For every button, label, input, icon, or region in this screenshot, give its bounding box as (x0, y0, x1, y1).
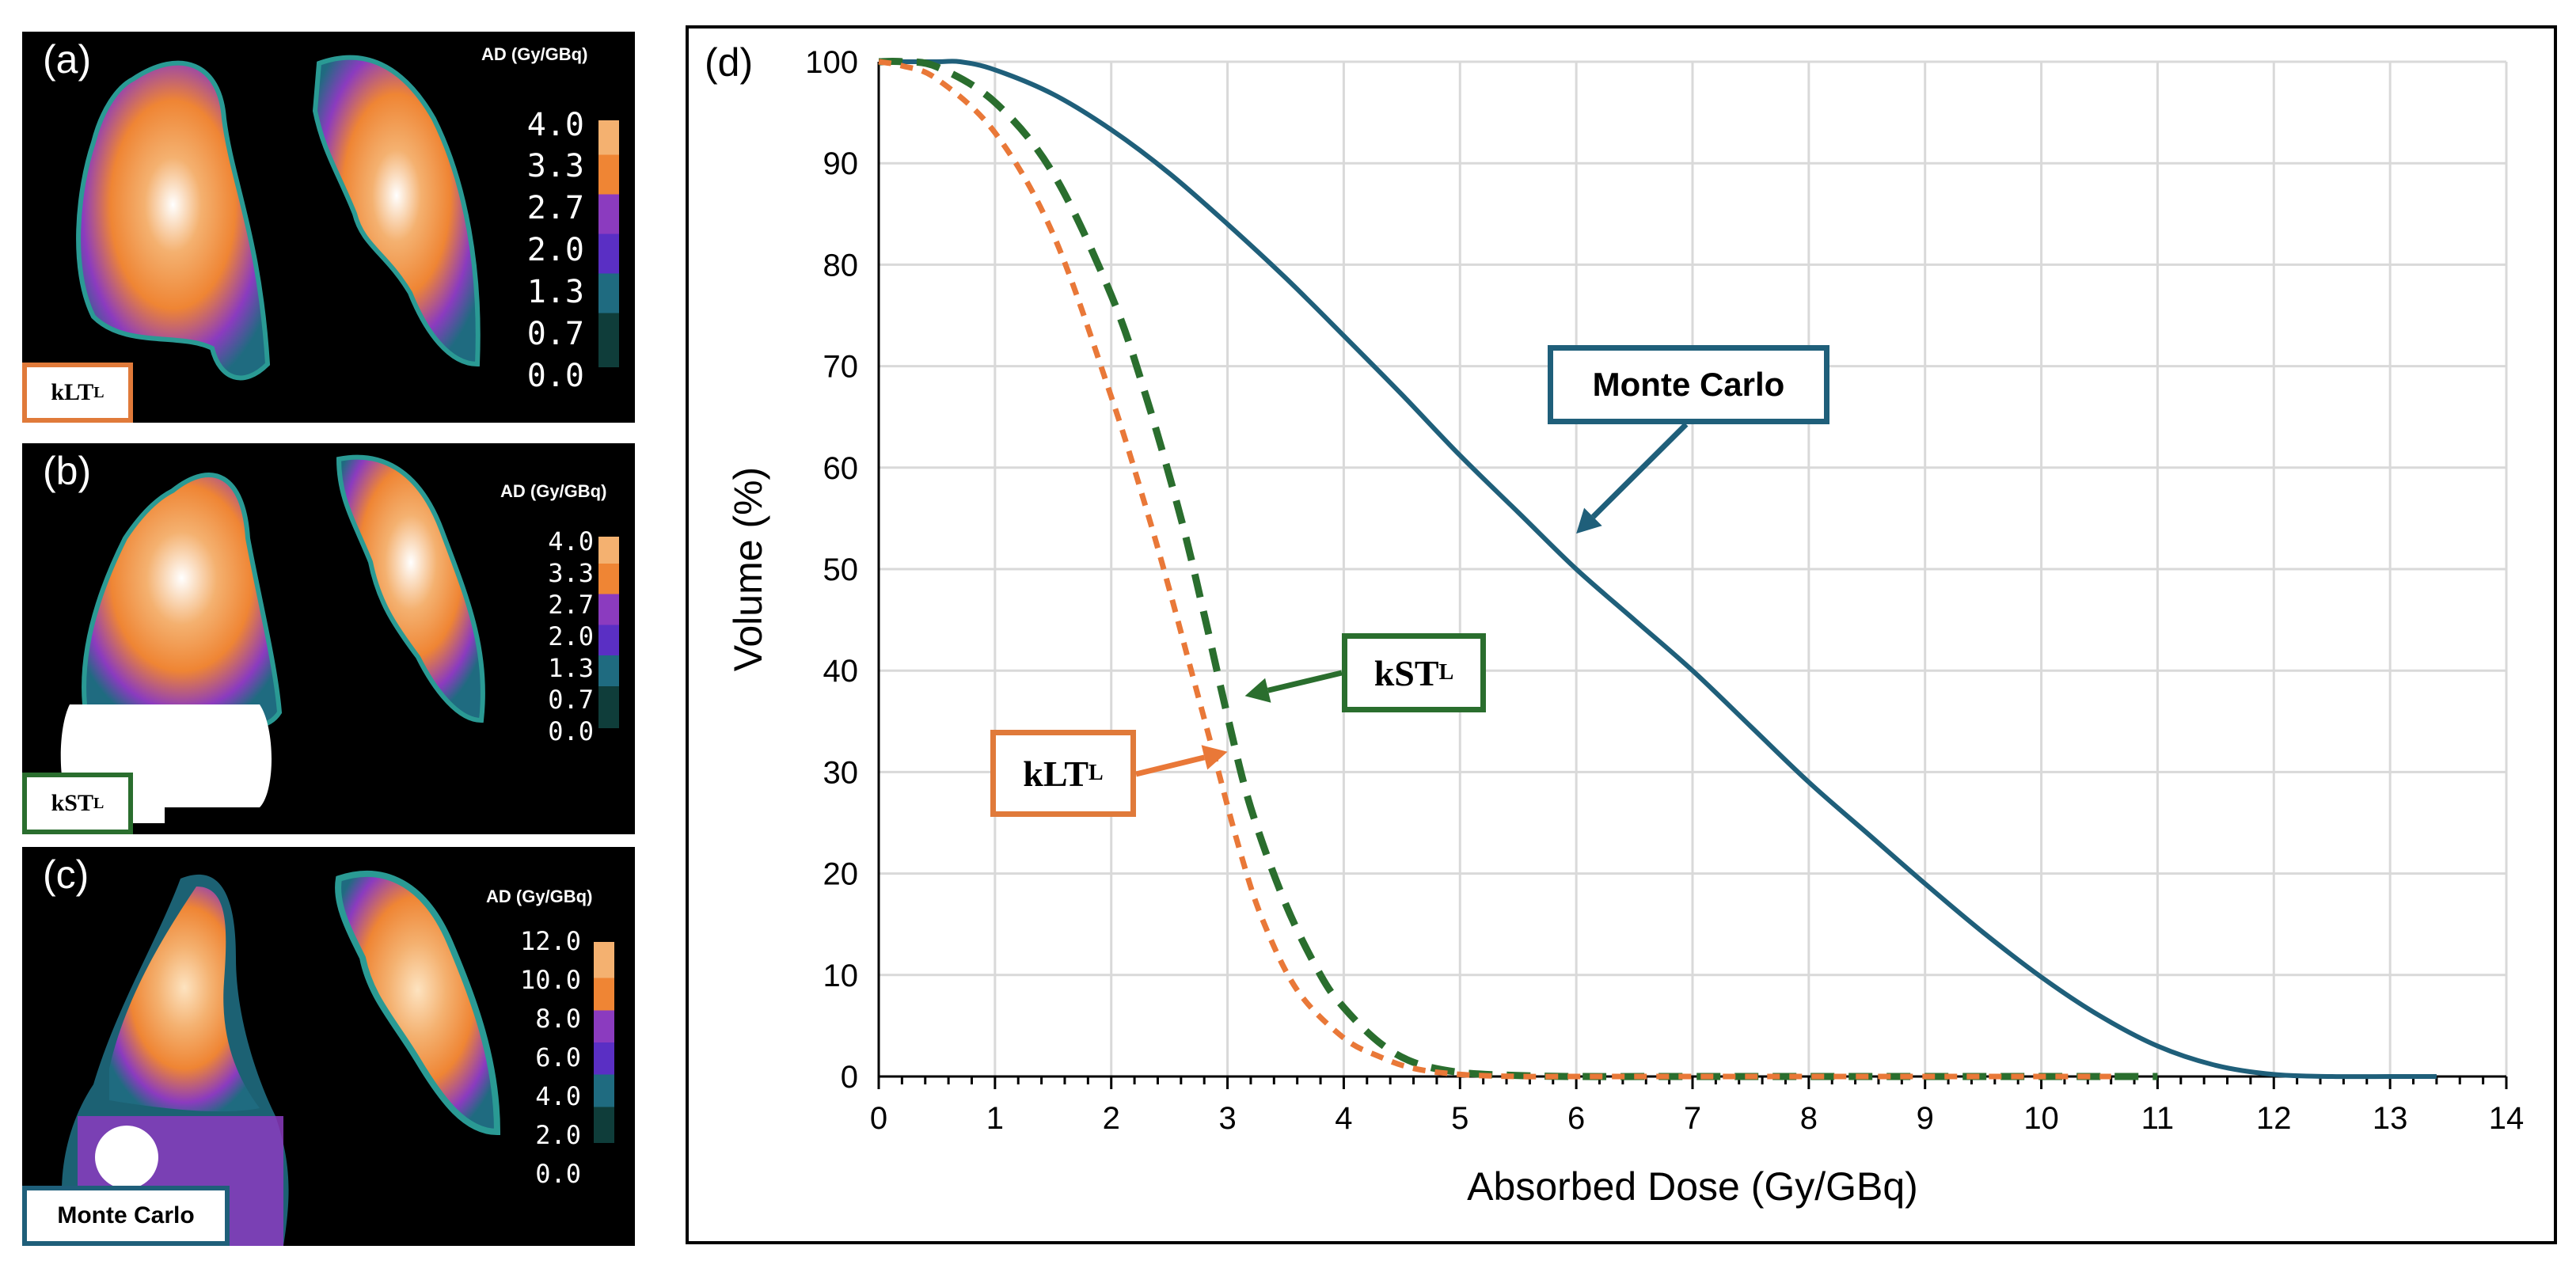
series-line-klt (878, 59, 2111, 1080)
x-tick-label: 8 (1800, 1101, 1818, 1136)
x-tick-label: 9 (1917, 1101, 1934, 1136)
x-tick-label: 5 (1451, 1101, 1468, 1136)
dvh-chart: 0 1 2 3 4 5 6 7 8 9 10 11 12 13 1401020304050607080901… (705, 25, 2525, 1209)
annotation-subscript: L (1089, 761, 1104, 785)
y-tick-label: 20 (823, 857, 859, 892)
colorbar-tick: 10.0 (519, 965, 581, 995)
panel-label-b: (b) (43, 449, 92, 493)
y-axis-label: Volume (%) (726, 467, 770, 671)
x-tick-label: 3 (1218, 1101, 1236, 1136)
arrow-kst-head (1244, 678, 1271, 703)
x-tick-label: 4 (1335, 1101, 1352, 1136)
unused-head (869, 1051, 895, 1076)
method-label: kLT (51, 379, 94, 405)
colorbar-c (594, 942, 614, 1143)
series-line-kst (878, 58, 2158, 1080)
series-line-monte-carlo (879, 59, 2437, 1080)
image-panel-a: (a) AD (Gy/GBq) 4.0 3.3 2.7 2.0 1.3 0.7 … (22, 32, 635, 423)
x-tick-label: 11 (2141, 1101, 2175, 1136)
image-panel-b: (b) AD (Gy/GBq) 4.0 3.3 2.7 2.0 1.3 0.7 … (22, 443, 635, 834)
arrow-monte-carlo-shaft (1590, 422, 1689, 519)
colorbar-tick: 4.0 (548, 526, 594, 556)
method-label: kST (51, 790, 94, 816)
colorbar-tick: 12.0 (519, 926, 581, 956)
annotation-klt: kLT L (990, 730, 1136, 817)
colorbar-tick: 8.0 (535, 1004, 581, 1034)
colorbar-tick: 3.3 (548, 558, 594, 588)
colorbar-tick: 0.7 (548, 685, 594, 715)
x-tick-label: 13 (2373, 1101, 2408, 1136)
lung-dose-map-c (62, 870, 501, 1246)
colorbar-a (598, 120, 619, 367)
y-tick-label: 70 (823, 350, 859, 385)
colorbar-tick: 6.0 (535, 1042, 581, 1073)
method-box-kst: kST L (22, 773, 133, 834)
method-subscript: L (93, 383, 104, 401)
colorbar-tick: 1.3 (548, 653, 594, 683)
colorbar-tick: 0.0 (535, 1159, 581, 1189)
annotation-label: kLT (1023, 753, 1089, 794)
panel-label-a: (a) (43, 37, 92, 82)
y-tick-label: 40 (823, 654, 859, 689)
panel-label-d: (d) (705, 40, 753, 85)
annotation-monte-carlo: Monte Carlo (1548, 345, 1829, 424)
lung-dose-map-a (76, 55, 481, 381)
y-tick-label: 90 (823, 146, 859, 181)
annotation-kst: kST L (1342, 633, 1486, 712)
dvh-chart-frame (686, 25, 2557, 1244)
arrow-kst-shaft (1267, 670, 1343, 693)
image-panel-c: (c) AD (Gy/GBq) 12.0 10.0 8.0 6.0 4.0 2.… (22, 847, 635, 1246)
colorbar-tick: 4.0 (535, 1081, 581, 1111)
y-tick-label: 60 (823, 451, 859, 486)
x-tick-label: 2 (1103, 1101, 1120, 1136)
method-label: Monte Carlo (57, 1202, 195, 1228)
method-subscript: L (93, 794, 104, 812)
x-tick-label: 10 (2023, 1101, 2059, 1136)
colorbar-title-b: AD (Gy/GBq) (500, 481, 607, 501)
colorbar-tick: 3.3 (526, 148, 584, 184)
colorbar-tick: 0.0 (526, 358, 584, 394)
y-tick-label: 0 (841, 1060, 858, 1095)
arrow-klt-shaft (1135, 754, 1206, 777)
y-tick-label: 30 (823, 755, 859, 790)
colorbar-title-a: AD (Gy/GBq) (481, 44, 588, 64)
x-tick-label: 14 (2489, 1101, 2525, 1136)
colorbar-tick: 0.0 (548, 716, 594, 746)
x-tick-label: 7 (1684, 1101, 1701, 1136)
colorbar-tick: 1.3 (526, 274, 584, 310)
method-box-monte-carlo: Monte Carlo (22, 1186, 230, 1246)
y-tick-label: 50 (823, 552, 859, 587)
colorbar-tick: 2.0 (548, 621, 594, 651)
y-tick-label: 100 (805, 45, 858, 80)
colorbar-tick: 2.7 (526, 190, 584, 226)
colorbar-tick: 2.7 (548, 590, 594, 620)
unused-shaft (882, 25, 1004, 1053)
x-axis-label: Absorbed Dose (Gy/GBq) (1467, 1164, 1918, 1209)
y-tick-label: 80 (823, 248, 859, 283)
annotation-label: Monte Carlo (1592, 366, 1785, 403)
colorbar-b (598, 537, 619, 728)
colorbar-tick: 0.7 (526, 316, 584, 352)
annotation-subscript: L (1438, 660, 1454, 685)
annotation-label: kST (1373, 652, 1439, 693)
arrow-monte-carlo-head (1576, 507, 1602, 534)
x-tick-label: 6 (1567, 1101, 1585, 1136)
colorbar-tick: 4.0 (526, 107, 584, 143)
x-tick-label: 1 (986, 1101, 1004, 1136)
x-tick-label: 0 (870, 1101, 887, 1136)
panel-label-c: (c) (43, 852, 89, 897)
colorbar-title-c: AD (Gy/GBq) (486, 887, 593, 906)
colorbar-tick: 2.0 (526, 232, 584, 268)
method-box-klt: kLT L (22, 363, 133, 423)
arrow-klt-head (1201, 745, 1228, 770)
x-tick-label: 12 (2256, 1101, 2292, 1136)
y-tick-label: 10 (823, 959, 859, 993)
colorbar-tick: 2.0 (535, 1120, 581, 1150)
